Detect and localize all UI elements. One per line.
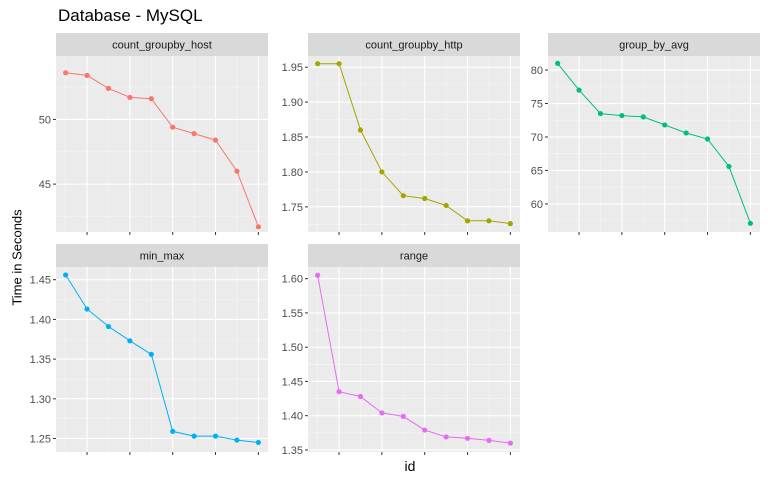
data-point xyxy=(234,168,240,174)
series-line-count_groupby_http xyxy=(317,63,511,225)
data-point xyxy=(747,220,753,226)
data-point xyxy=(148,96,154,102)
y-tick-label: 1.35 xyxy=(30,354,51,366)
facet-strip-label: range xyxy=(400,251,428,263)
facet-strip-label: count_groupby_host xyxy=(112,40,212,52)
data-point xyxy=(63,272,69,278)
data-point xyxy=(662,122,668,128)
chart-title: Database - MySQL xyxy=(58,6,203,25)
data-point xyxy=(336,61,342,67)
data-point xyxy=(170,428,176,434)
facet-strip-label: group_by_avg xyxy=(619,40,689,52)
data-point xyxy=(683,130,689,136)
data-point xyxy=(84,306,90,312)
data-point xyxy=(191,433,197,439)
data-point xyxy=(597,110,604,117)
y-tick-label: 1.35 xyxy=(282,445,303,457)
data-point xyxy=(336,389,342,395)
y-tick-label: 1.80 xyxy=(282,167,303,179)
data-point xyxy=(357,393,364,400)
y-tick-label: 70 xyxy=(531,132,543,144)
data-point xyxy=(63,70,69,76)
data-point xyxy=(315,272,321,278)
data-point xyxy=(127,94,133,101)
y-tick-label: 1.30 xyxy=(30,394,51,406)
data-point xyxy=(619,112,625,119)
data-point xyxy=(704,136,711,142)
y-tick-label: 1.25 xyxy=(30,434,51,446)
y-tick-label: 1.40 xyxy=(30,314,51,326)
data-point xyxy=(191,131,197,137)
facet-strip xyxy=(548,33,760,56)
y-tick-label: 50 xyxy=(39,114,51,126)
y-tick-label: 1.50 xyxy=(282,342,303,354)
panel-background xyxy=(308,56,520,232)
data-point xyxy=(486,437,492,443)
data-point xyxy=(315,61,321,67)
panel-background xyxy=(56,56,268,232)
data-point xyxy=(400,193,406,199)
data-point xyxy=(105,323,112,330)
data-point xyxy=(379,410,385,416)
data-point xyxy=(422,195,428,202)
data-point xyxy=(640,114,646,120)
data-point xyxy=(464,435,471,441)
series-line-range xyxy=(317,275,511,444)
data-point xyxy=(379,169,385,175)
data-point xyxy=(84,72,90,79)
series-line-min_max xyxy=(65,274,259,443)
y-tick-label: 1.60 xyxy=(282,274,303,286)
y-tick-label: 1.75 xyxy=(282,202,303,214)
data-point xyxy=(443,202,449,209)
data-point xyxy=(486,218,492,224)
data-point xyxy=(400,413,406,419)
facet-strip xyxy=(308,33,520,56)
facet-strip-label: count_groupby_http xyxy=(365,40,462,52)
y-tick-label: 1.45 xyxy=(30,275,51,287)
data-point xyxy=(234,437,240,443)
data-point xyxy=(443,434,449,440)
y-tick-label: 1.45 xyxy=(282,376,303,388)
y-tick-label: 80 xyxy=(531,65,543,77)
data-point xyxy=(212,433,219,439)
facet-strip xyxy=(56,33,268,56)
data-point xyxy=(148,351,154,357)
data-point xyxy=(507,221,513,227)
y-tick-label: 1.40 xyxy=(282,411,303,423)
data-point xyxy=(726,163,732,170)
facet-strip xyxy=(308,244,520,267)
data-point xyxy=(255,224,261,230)
data-point xyxy=(127,338,133,344)
data-point xyxy=(170,124,176,130)
series-line-count_groupby_host xyxy=(65,72,259,227)
facet-strip xyxy=(56,244,268,267)
data-point xyxy=(105,85,112,91)
panel-background xyxy=(548,56,760,232)
facet-strip-label: min_max xyxy=(140,251,185,263)
y-tick-label: 45 xyxy=(39,179,51,191)
data-point xyxy=(555,60,561,66)
data-point xyxy=(255,439,261,446)
panel-background xyxy=(308,267,520,452)
y-tick-label: 1.55 xyxy=(282,308,303,320)
data-point xyxy=(357,127,364,133)
x-axis-label: id xyxy=(404,458,416,474)
data-point xyxy=(576,87,582,93)
y-tick-label: 65 xyxy=(531,165,543,177)
y-tick-label: 1.95 xyxy=(282,62,303,74)
data-point xyxy=(464,218,471,224)
y-tick-label: 1.85 xyxy=(282,132,303,144)
y-tick-label: 1.90 xyxy=(282,97,303,109)
data-point xyxy=(422,427,428,433)
series-line-group_by_avg xyxy=(557,63,751,224)
data-point xyxy=(212,137,219,143)
data-point xyxy=(507,440,513,446)
y-tick-label: 60 xyxy=(531,199,543,211)
y-tick-label: 75 xyxy=(531,99,543,111)
